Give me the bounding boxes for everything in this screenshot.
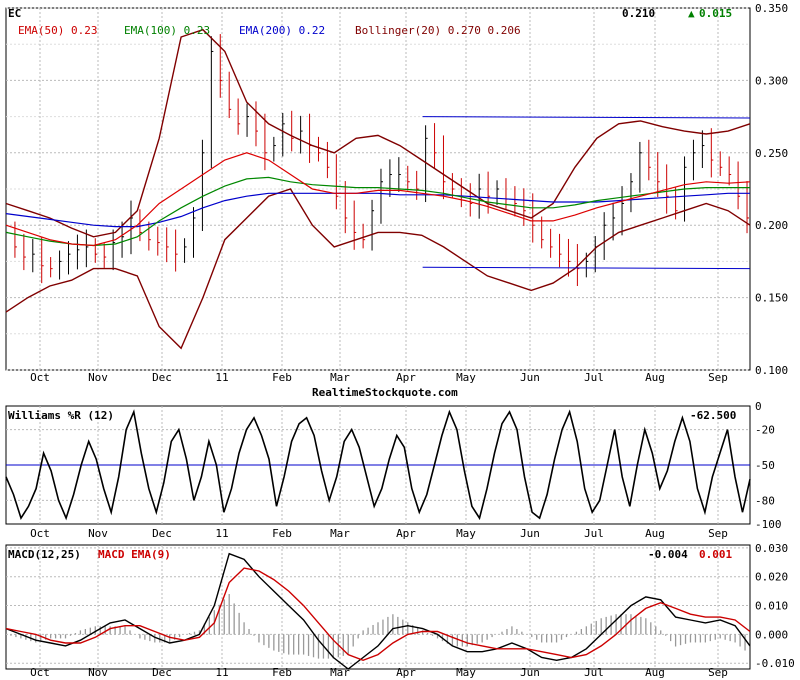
change-value: 0.015 (699, 7, 732, 20)
legend-ema100: EMA(100) 0.23 (124, 24, 210, 37)
axis-labels: 0.350 0.300 0.250 0.200 0.150 0.100 Oct Nov Dec 1… (30, 2, 795, 679)
bollinger-lower-line (5, 188, 751, 350)
macd-tick-label: 0.000 (755, 628, 788, 641)
williams-x-tick-label: Aug (645, 527, 665, 540)
williams-tick-label: -50 (755, 459, 775, 472)
legend-bollinger: Bollinger(20) 0.270 0.206 (355, 24, 521, 37)
price-x-tick-label: Apr (396, 371, 416, 384)
williams-x-tick-label: 11 (215, 527, 228, 540)
macd-tick-label: 0.020 (755, 571, 788, 584)
macd-tick-label: 0.030 (755, 542, 788, 555)
last-price: 0.210 (622, 7, 655, 20)
macd-signal-title: MACD EMA(9) (98, 548, 171, 561)
macd-x-tick-label: Oct (30, 666, 50, 679)
williams-x-tick-label: Apr (396, 527, 416, 540)
price-series (5, 28, 751, 350)
williams-x-tick-label: Oct (30, 527, 50, 540)
williams-x-tick-label: Mar (330, 527, 350, 540)
macd-x-tick-label: Sep (708, 666, 728, 679)
price-x-tick-label: Jun (520, 371, 540, 384)
price-x-tick-label: Mar (330, 371, 350, 384)
williams-x-tick-label: May (456, 527, 476, 540)
legend-ema50: EMA(50) 0.23 (18, 24, 97, 37)
williams-x-tick-label: Jun (520, 527, 540, 540)
macd-x-tick-label: 11 (215, 666, 228, 679)
macd-x-tick-label: Jul (584, 666, 604, 679)
williams-tick-label: -100 (755, 518, 782, 531)
price-x-tick-label: Dec (152, 371, 172, 384)
macd-line (5, 552, 751, 670)
williams-grid (6, 406, 750, 524)
macd-x-tick-label: Mar (330, 666, 350, 679)
williams-tick-label: -20 (755, 424, 775, 437)
macd-x-tick-label: May (456, 666, 476, 679)
price-x-tick-label: Oct (30, 371, 50, 384)
williams-value: -62.500 (690, 409, 736, 422)
williams-series (5, 409, 751, 521)
price-tick-label: 0.300 (755, 74, 788, 87)
ema50-line (5, 152, 751, 247)
price-x-tick-label: Jul (584, 371, 604, 384)
williams-x-tick-label: Dec (152, 527, 172, 540)
macd-tick-label: 0.010 (755, 600, 788, 613)
macd-tick-label: -0.010 (755, 657, 795, 670)
macd-panel (5, 544, 751, 670)
williams-x-tick-label: Sep (708, 527, 728, 540)
macd-series (5, 552, 751, 670)
price-x-tick-label: Feb (272, 371, 292, 384)
macd-x-tick-label: Jun (520, 666, 540, 679)
price-tick-label: 0.150 (755, 292, 788, 305)
macd-x-tick-label: Dec (152, 666, 172, 679)
legend-ema200: EMA(200) 0.22 (239, 24, 325, 37)
williams-tick-label: 0 (755, 400, 762, 413)
price-tick-label: 0.350 (755, 2, 788, 15)
watermark: RealtimeStockquote.com (312, 386, 458, 399)
williams-line (5, 409, 751, 521)
ema100-line (5, 176, 750, 247)
macd-x-tick-label: Feb (272, 666, 292, 679)
symbol-label: EC (8, 7, 21, 20)
price-x-tick-label: Aug (645, 371, 665, 384)
macd-x-tick-label: Aug (645, 666, 665, 679)
price-x-tick-label: May (456, 371, 476, 384)
williams-x-tick-label: Nov (88, 527, 108, 540)
williams-x-tick-label: Feb (272, 527, 292, 540)
trendline (422, 116, 751, 119)
macd-signal-value: 0.001 (699, 548, 732, 561)
trendline (422, 266, 751, 270)
price-tick-label: 0.100 (755, 364, 788, 377)
williams-tick-label: -80 (755, 494, 775, 507)
price-x-tick-label: Sep (708, 371, 728, 384)
williams-title: Williams %R (12) (8, 409, 114, 422)
macd-signal-line (5, 567, 751, 662)
change-up-icon: ▲ (688, 7, 695, 20)
price-x-tick-label: Nov (88, 371, 108, 384)
macd-x-tick-label: Nov (88, 666, 108, 679)
macd-x-tick-label: Apr (396, 666, 416, 679)
macd-value: -0.004 (648, 548, 688, 561)
price-grid (6, 7, 750, 371)
price-x-tick-label: 11 (215, 371, 228, 384)
price-tick-label: 0.200 (755, 219, 788, 232)
bollinger-upper-line (5, 28, 751, 238)
williams-x-tick-label: Jul (584, 527, 604, 540)
price-tick-label: 0.250 (755, 147, 788, 160)
macd-title: MACD(12,25) (8, 548, 81, 561)
